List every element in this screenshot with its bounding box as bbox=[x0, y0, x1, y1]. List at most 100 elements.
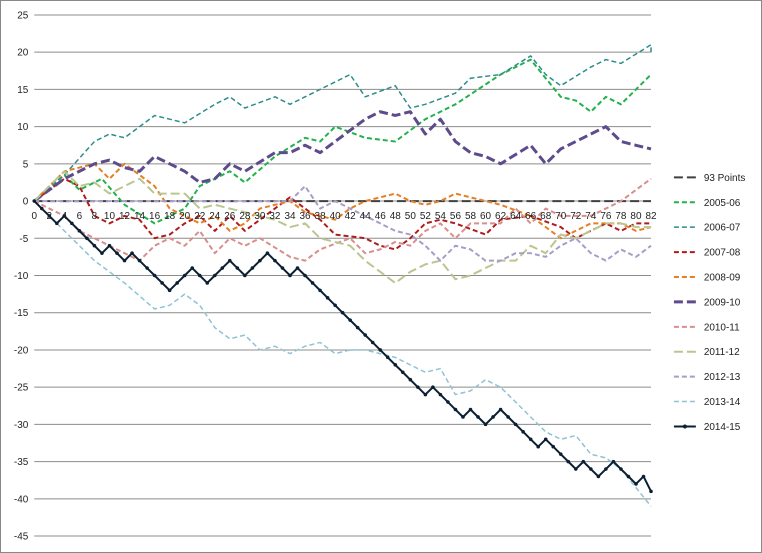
series-lines bbox=[32, 43, 653, 507]
data-point bbox=[634, 482, 638, 486]
data-point bbox=[205, 281, 210, 285]
data-point bbox=[453, 407, 458, 412]
data-point bbox=[115, 251, 119, 255]
data-point bbox=[228, 258, 232, 263]
data-point bbox=[370, 340, 375, 345]
data-point bbox=[423, 392, 428, 397]
data-point bbox=[243, 273, 247, 278]
x-tick-label: 28 bbox=[239, 211, 251, 222]
legend-label: 2008-09 bbox=[704, 272, 741, 283]
x-tick-label: 80 bbox=[630, 211, 642, 222]
data-point bbox=[258, 258, 262, 263]
data-point bbox=[574, 467, 578, 471]
data-point bbox=[408, 377, 413, 382]
data-point bbox=[543, 437, 548, 442]
data-point bbox=[190, 266, 195, 270]
y-tick-label: -40 bbox=[14, 494, 29, 505]
data-point bbox=[55, 221, 59, 226]
x-tick-label: 82 bbox=[645, 211, 657, 222]
data-point bbox=[641, 474, 646, 479]
x-tick-label: 44 bbox=[360, 211, 372, 222]
x-tick-label: 56 bbox=[450, 211, 462, 222]
x-tick-label: 24 bbox=[209, 211, 221, 222]
x-tick-label: 6 bbox=[77, 211, 83, 222]
data-point bbox=[220, 266, 225, 270]
x-tick-label: 72 bbox=[570, 211, 582, 222]
data-point bbox=[551, 444, 556, 449]
data-point bbox=[491, 415, 495, 419]
x-tick-label: 8 bbox=[92, 211, 98, 222]
x-tick-label: 76 bbox=[600, 211, 612, 222]
data-point bbox=[340, 310, 345, 315]
legend-label: 2013-14 bbox=[704, 397, 741, 408]
series-line-2007-08 bbox=[33, 177, 652, 251]
x-tick-label: 30 bbox=[254, 211, 266, 222]
x-tick-label: 10 bbox=[104, 211, 116, 222]
data-point bbox=[498, 407, 503, 412]
legend-label: 2011-12 bbox=[704, 347, 740, 358]
x-tick-label: 58 bbox=[465, 211, 477, 222]
x-tick-label: 64 bbox=[510, 211, 522, 222]
y-tick-label: 0 bbox=[23, 197, 29, 208]
x-tick-label: 16 bbox=[149, 211, 161, 222]
x-tick-label: 18 bbox=[164, 211, 176, 222]
x-tick-label: 48 bbox=[390, 211, 402, 222]
x-tick-label: 70 bbox=[555, 211, 567, 222]
data-point bbox=[649, 489, 653, 494]
x-tick-label: 60 bbox=[480, 211, 492, 222]
x-tick-label: 22 bbox=[194, 211, 206, 222]
y-tick-label: 15 bbox=[17, 85, 29, 96]
data-point bbox=[280, 266, 285, 270]
data-point bbox=[318, 288, 322, 293]
series-line-2013-14 bbox=[33, 200, 652, 507]
data-point bbox=[363, 333, 367, 337]
data-point bbox=[92, 243, 97, 248]
data-point bbox=[85, 236, 89, 241]
data-point bbox=[596, 474, 601, 479]
data-point bbox=[611, 459, 616, 464]
data-point bbox=[145, 266, 149, 270]
y-tick-label: -30 bbox=[14, 420, 29, 431]
x-tick-label: 4 bbox=[62, 211, 68, 222]
legend-label: 93 Points bbox=[704, 173, 746, 184]
data-point bbox=[250, 266, 255, 270]
x-tick-label: 54 bbox=[435, 211, 447, 222]
data-point bbox=[566, 459, 571, 464]
data-point bbox=[137, 258, 142, 263]
data-point bbox=[273, 258, 277, 263]
data-point bbox=[521, 430, 525, 434]
x-tick-label: 32 bbox=[269, 211, 281, 222]
data-point bbox=[160, 281, 164, 285]
data-point bbox=[604, 467, 608, 471]
y-tick-label: -35 bbox=[14, 457, 29, 468]
y-tick-label: 5 bbox=[23, 159, 29, 170]
data-point bbox=[401, 370, 405, 375]
y-tick-label: -5 bbox=[19, 234, 28, 245]
x-tick-label: 46 bbox=[375, 211, 387, 222]
data-point bbox=[589, 467, 593, 471]
y-tick-label: 25 bbox=[17, 10, 29, 21]
data-point bbox=[107, 243, 112, 248]
x-tick-label: 62 bbox=[495, 211, 507, 222]
data-point bbox=[265, 251, 270, 255]
data-point bbox=[461, 415, 465, 419]
x-tick-label: 38 bbox=[315, 211, 327, 222]
data-point bbox=[483, 422, 488, 427]
y-tick-label: -10 bbox=[14, 271, 29, 282]
legend-label: 2012-13 bbox=[704, 372, 741, 383]
data-point bbox=[235, 266, 240, 270]
x-tick-label: 52 bbox=[420, 211, 432, 222]
series-line-2010-11 bbox=[33, 177, 652, 262]
x-tick-label: 34 bbox=[284, 211, 296, 222]
x-tick-label: 14 bbox=[134, 211, 146, 222]
legend: 93 Points 2005-06 2006-07 2007-08 2008-09 200… bbox=[673, 173, 746, 433]
data-point bbox=[416, 385, 420, 389]
data-point bbox=[513, 422, 518, 427]
series-line-2006-07 bbox=[33, 43, 652, 202]
legend-label: 2014-15 bbox=[704, 422, 741, 433]
y-tick-label: 10 bbox=[17, 122, 29, 133]
x-tick-label: 78 bbox=[615, 211, 627, 222]
y-tick-label: -20 bbox=[14, 345, 29, 356]
x-tick-label: 26 bbox=[224, 211, 236, 222]
